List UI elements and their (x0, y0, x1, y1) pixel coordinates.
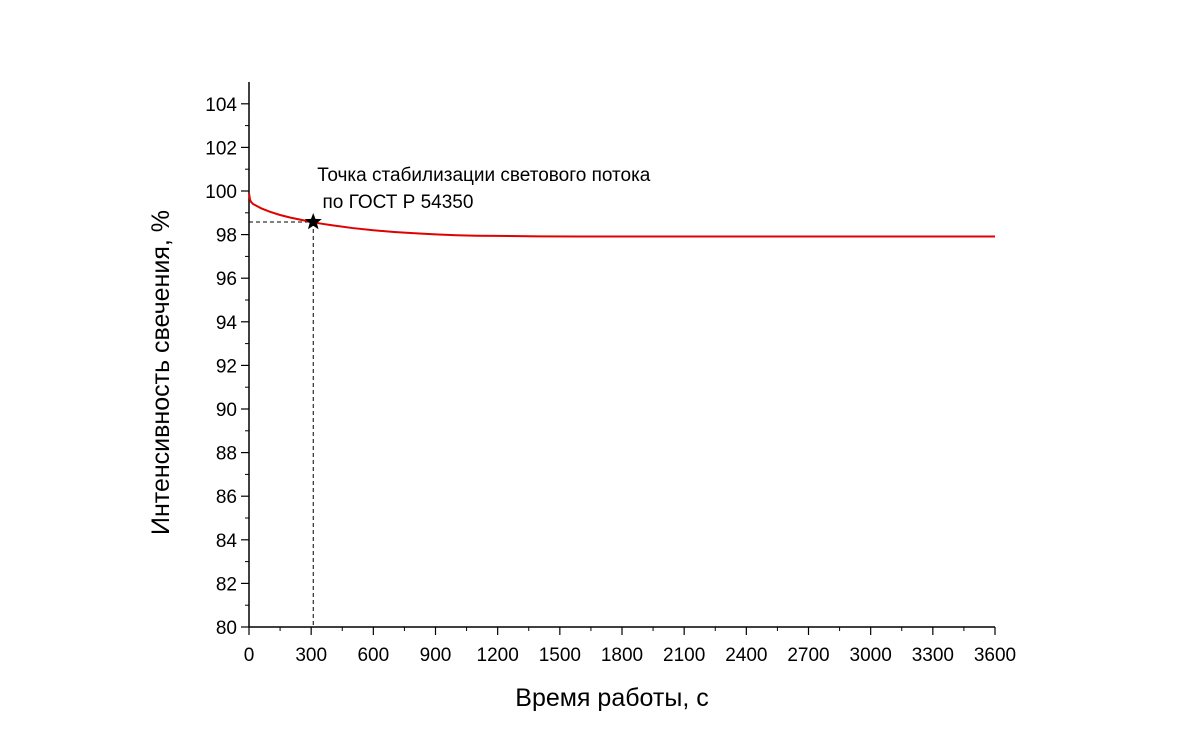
y-tick-label: 100 (205, 182, 237, 203)
guide-lines (249, 221, 314, 627)
x-tick-label: 3000 (850, 645, 892, 666)
axes (248, 82, 995, 628)
annotation-text-line: по ГОСТ Р 54350 (317, 192, 473, 213)
y-axis-title: Интенсивность свечения, % (147, 210, 175, 535)
x-tick-label: 3300 (912, 645, 954, 666)
y-tick-label: 96 (216, 269, 237, 290)
annotation-text-line: Точка стабилизации светового потока (317, 165, 651, 186)
x-tick-label: 1500 (539, 645, 581, 666)
y-tick-label: 84 (216, 531, 238, 552)
x-tick-label: 2700 (787, 645, 829, 666)
x-ticks: 0 300 600 900 1200 1500 1800 2100 2400 2700 3000 33… (244, 627, 1016, 666)
star-marker (304, 212, 322, 230)
x-tick-label: 1200 (477, 645, 519, 666)
x-tick-label: 300 (295, 645, 327, 666)
y-tick-label: 88 (216, 444, 237, 465)
x-axis-title: Время работы, с (515, 684, 708, 712)
x-tick-label: 1800 (601, 645, 643, 666)
x-tick-label: 3600 (974, 645, 1016, 666)
x-tick-label: 900 (420, 645, 452, 666)
y-tick-label: 98 (216, 226, 237, 247)
y-tick-label: 80 (216, 618, 237, 639)
series-line (248, 193, 995, 238)
x-tick-label: 2400 (725, 645, 767, 666)
y-tick-label: 94 (216, 313, 238, 334)
x-tick-label: 0 (244, 645, 255, 666)
annotation-group: Точка стабилизации светового потока по Г… (304, 165, 651, 230)
series-group (248, 193, 995, 238)
y-tick-label: 92 (216, 356, 237, 377)
y-tick-label: 86 (216, 487, 237, 508)
y-tick-label: 90 (216, 400, 237, 421)
y-tick-label: 102 (205, 138, 237, 159)
y-tick-label: 82 (216, 574, 237, 595)
x-tick-label: 2100 (663, 645, 705, 666)
x-tick-label: 600 (357, 645, 389, 666)
y-tick-label: 104 (205, 95, 237, 116)
y-ticks: 80 82 84 86 88 90 92 94 96 98 100 102 104 (205, 95, 249, 639)
